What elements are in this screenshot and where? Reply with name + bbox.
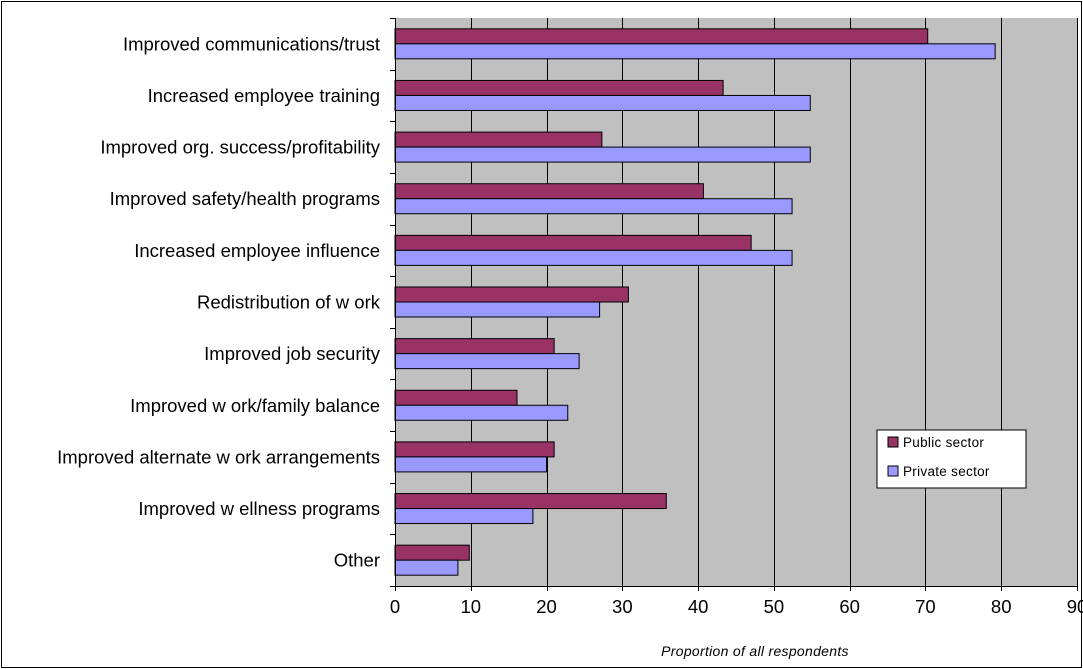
x-tick-label: 60: [839, 596, 860, 617]
bar-private-sector: [394, 508, 534, 525]
x-tick-label: 0: [390, 596, 400, 617]
category-label: Increased employee influence: [134, 240, 380, 261]
x-tick-label: 80: [991, 596, 1012, 617]
bar-private-sector: [394, 249, 793, 266]
bar-private-sector: [394, 404, 569, 421]
bar-private-sector: [394, 146, 811, 163]
category-label: Redistribution of w ork: [197, 292, 381, 313]
legend: Public sector Private sector: [876, 429, 1027, 489]
bar-public-sector: [394, 544, 470, 561]
x-tick-label: 20: [536, 596, 557, 617]
bar-private-sector: [394, 43, 996, 60]
x-tick-label: 50: [764, 596, 785, 617]
bar-public-sector: [394, 79, 724, 96]
bar-public-sector: [394, 493, 667, 510]
bar-public-sector: [394, 286, 629, 303]
category-label: Increased employee training: [148, 85, 380, 106]
category-labels: Improved communications/trust Increased e…: [57, 33, 381, 570]
x-axis-title: Proportion of all respondents: [661, 643, 849, 659]
category-label: Improved job security: [204, 343, 381, 364]
bar-private-sector: [394, 353, 580, 370]
axes: [390, 18, 1078, 591]
category-label: Improved w ellness programs: [138, 498, 380, 519]
x-tick-label: 70: [915, 596, 936, 617]
bar-private-sector: [394, 94, 811, 111]
bar-private-sector: [394, 456, 548, 473]
bars: [394, 28, 996, 576]
legend-swatch-private: [887, 465, 899, 477]
bar-public-sector: [394, 234, 752, 251]
legend-swatch-public: [887, 436, 899, 448]
category-label: Other: [334, 550, 380, 571]
bar-private-sector: [394, 559, 459, 576]
tick-labels: 0 10 20 30 40 50 60 70 80 90: [390, 596, 1083, 617]
x-tick-label: 40: [688, 596, 709, 617]
legend-label-public: Public sector: [903, 435, 984, 450]
bar-private-sector: [394, 301, 601, 318]
x-tick-label: 10: [460, 596, 481, 617]
category-label: Improved alternate w ork arrangements: [57, 446, 380, 467]
x-tick-label: 30: [612, 596, 633, 617]
bar-public-sector: [394, 28, 929, 45]
bar-public-sector: [394, 338, 555, 355]
x-tick-label: 90: [1067, 596, 1083, 617]
legend-box: [876, 429, 1027, 489]
bar-private-sector: [394, 198, 793, 215]
category-label: Improved communications/trust: [123, 33, 380, 54]
bar-public-sector: [394, 389, 518, 406]
bar-public-sector: [394, 183, 704, 200]
category-label: Improved org. success/profitability: [100, 137, 380, 158]
bar-public-sector: [394, 131, 603, 148]
bar-public-sector: [394, 441, 555, 458]
category-label: Improved w ork/family balance: [130, 395, 380, 416]
legend-label-private: Private sector: [903, 464, 990, 479]
category-label: Improved safety/health programs: [110, 188, 380, 209]
